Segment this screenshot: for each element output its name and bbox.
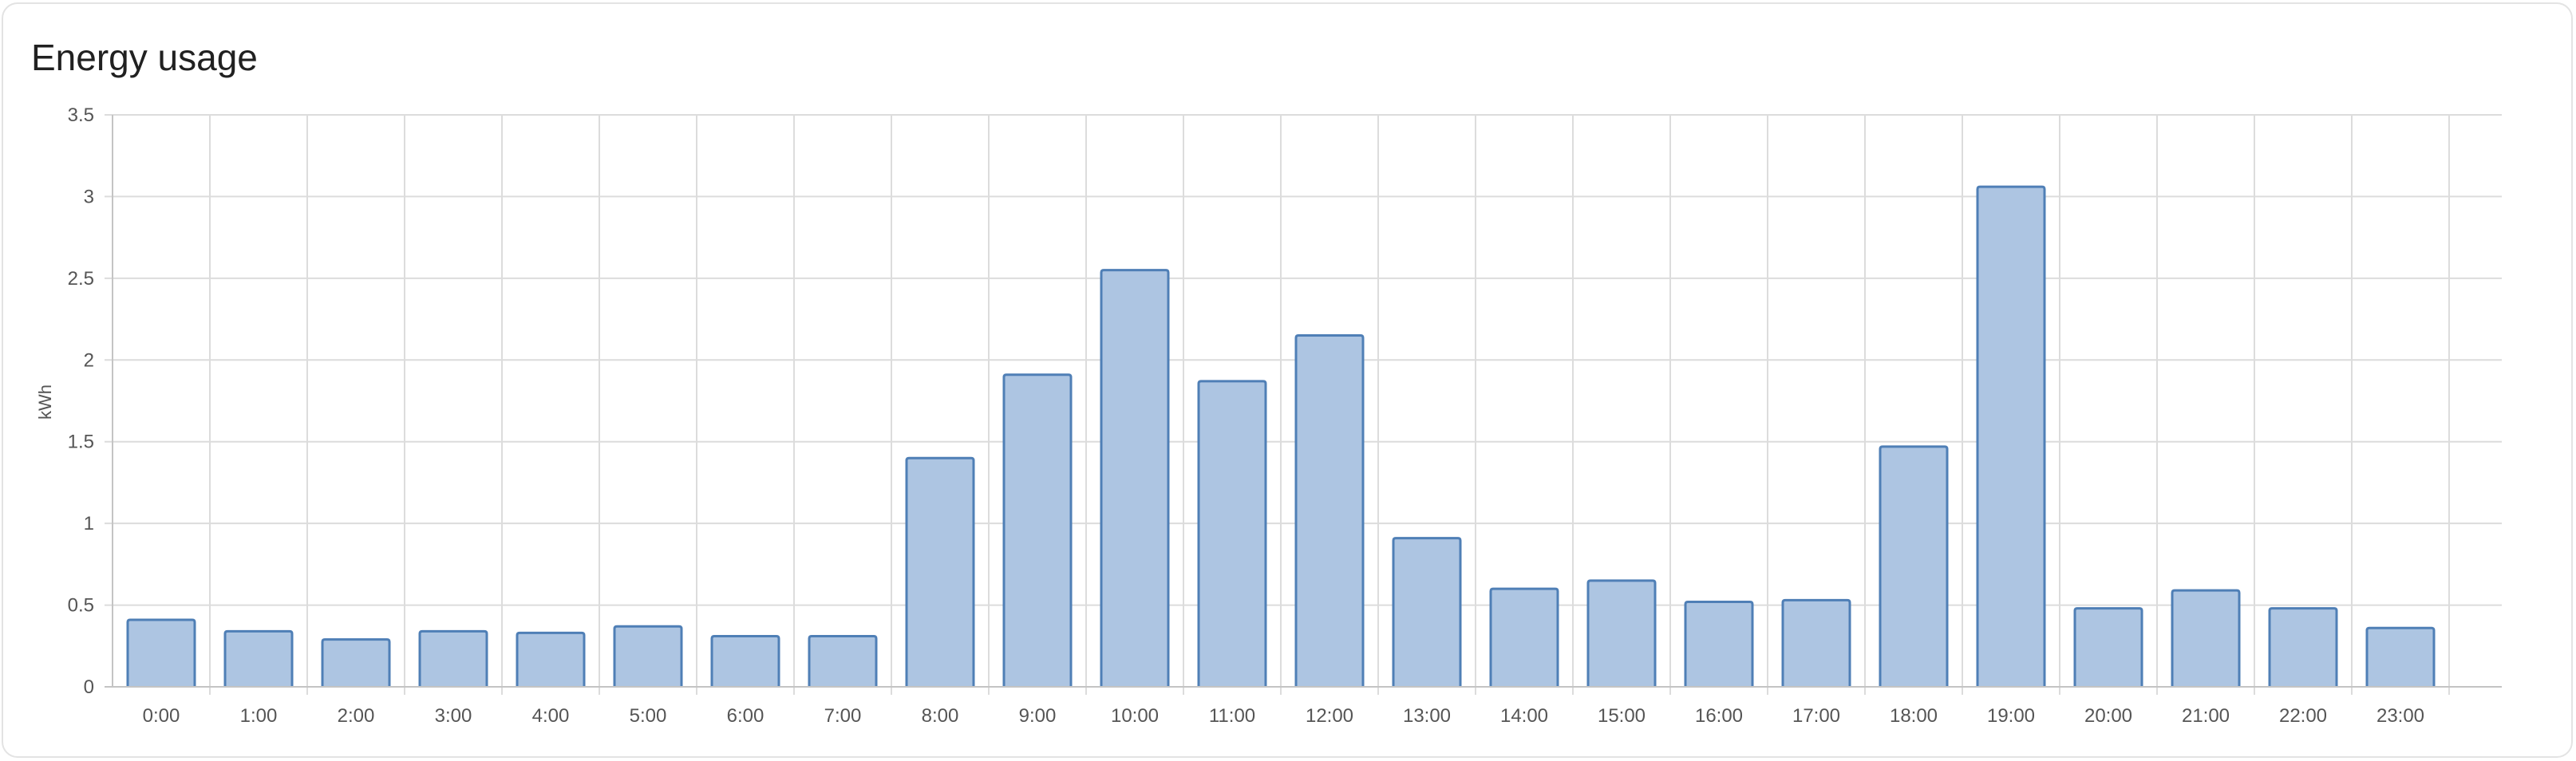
bar-14-00[interactable] (1489, 587, 1559, 687)
x-tick-label: 4:00 (532, 705, 570, 727)
x-tick-label: 9:00 (1019, 705, 1057, 727)
bar-7-00[interactable] (808, 634, 878, 687)
x-tick-label: 5:00 (630, 705, 667, 727)
x-tick-label: 12:00 (1306, 705, 1353, 727)
x-tick-label: 7:00 (824, 705, 862, 727)
bar-15-00[interactable] (1586, 579, 1657, 687)
bar-8-00[interactable] (905, 456, 975, 687)
y-tick-label: 2.5 (68, 268, 94, 290)
x-tick-label: 1:00 (240, 705, 278, 727)
bar-9-00[interactable] (1002, 373, 1073, 687)
x-tick-label: 6:00 (727, 705, 765, 727)
y-tick-label: 1 (84, 513, 94, 534)
grid-lines (105, 114, 2502, 695)
x-tick-label: 2:00 (338, 705, 375, 727)
y-tick-label: 2 (84, 349, 94, 371)
bar-18-00[interactable] (1879, 445, 1949, 687)
x-tick-label: 16:00 (1695, 705, 1743, 727)
bar-6-00[interactable] (710, 634, 780, 687)
bar-21-00[interactable] (2171, 589, 2241, 687)
tick-labels: 0 0.5 1 1.5 2 2.5 3 3.5 0:00 1:00 2:00 3:00 4:00 5:00… (68, 104, 2424, 727)
card-title: Energy usage (31, 37, 258, 78)
x-tick-label: 0:00 (143, 705, 180, 727)
x-tick-label: 23:00 (2376, 705, 2424, 727)
x-tick-label: 8:00 (922, 705, 959, 727)
x-tick-label: 21:00 (2182, 705, 2230, 727)
x-tick-label: 13:00 (1403, 705, 1451, 727)
y-tick-label: 1.5 (68, 432, 94, 453)
y-axis-title: kWh (35, 384, 55, 420)
y-tick-label: 3.5 (68, 104, 94, 126)
bar-19-00[interactable] (1976, 185, 2046, 687)
bar-22-00[interactable] (2268, 607, 2338, 687)
bar-3-00[interactable] (418, 629, 488, 687)
x-tick-label: 22:00 (2279, 705, 2327, 727)
bar-23-00[interactable] (2365, 626, 2436, 687)
x-tick-label: 15:00 (1598, 705, 1646, 727)
axes (105, 115, 2502, 688)
bar-0-00[interactable] (126, 618, 196, 687)
bar-20-00[interactable] (2073, 607, 2143, 687)
bars (126, 185, 2436, 687)
bar-12-00[interactable] (1294, 334, 1365, 687)
x-tick-label: 20:00 (2084, 705, 2132, 727)
x-tick-label: 19:00 (1987, 705, 2035, 727)
x-tick-label: 10:00 (1111, 705, 1159, 727)
bar-16-00[interactable] (1684, 600, 1754, 687)
bar-5-00[interactable] (613, 625, 683, 687)
x-tick-label: 14:00 (1500, 705, 1548, 727)
bar-1-00[interactable] (223, 629, 294, 687)
x-tick-label: 18:00 (1890, 705, 1938, 727)
bar-4-00[interactable] (516, 631, 586, 687)
y-tick-label: 3 (84, 186, 94, 207)
bar-2-00[interactable] (321, 638, 391, 687)
bar-13-00[interactable] (1392, 537, 1462, 687)
bar-11-00[interactable] (1197, 380, 1267, 687)
bar-10-00[interactable] (1100, 269, 1170, 687)
bar-17-00[interactable] (1781, 598, 1851, 687)
x-tick-label: 17:00 (1792, 705, 1840, 727)
x-tick-label: 3:00 (435, 705, 472, 727)
y-tick-label: 0.5 (68, 595, 94, 617)
y-tick-label: 0 (84, 676, 94, 698)
x-tick-label: 11:00 (1209, 705, 1255, 727)
